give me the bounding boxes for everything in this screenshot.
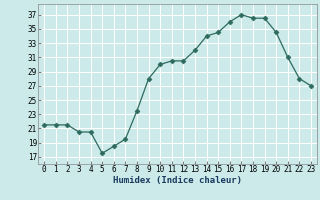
X-axis label: Humidex (Indice chaleur): Humidex (Indice chaleur) (113, 176, 242, 185)
